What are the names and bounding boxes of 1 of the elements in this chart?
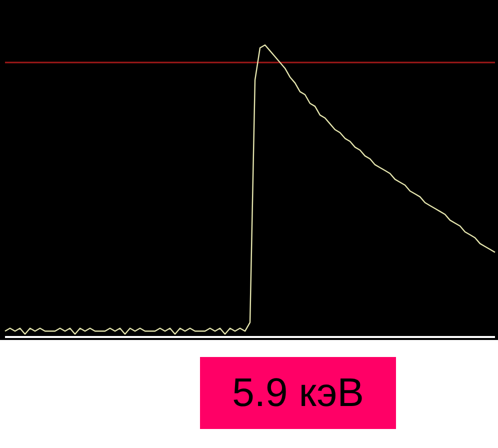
text: 5.9 кэВ	[200, 357, 396, 429]
